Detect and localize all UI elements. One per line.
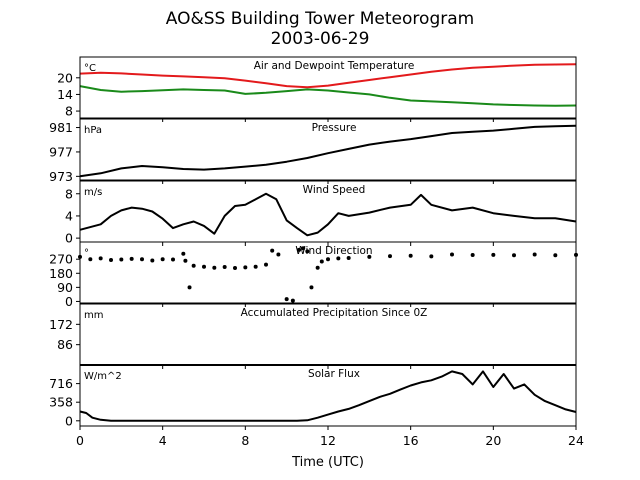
y-tick-label: 0 xyxy=(65,231,73,246)
y-tick-label: 20 xyxy=(57,70,73,85)
wind-direction-point xyxy=(290,298,295,303)
wind-direction-point xyxy=(284,297,289,302)
series-line-pressure-1 xyxy=(79,124,577,178)
wind-direction-point xyxy=(129,256,134,261)
wind-direction-point xyxy=(191,263,196,268)
wind-direction-point xyxy=(160,257,165,262)
wind-direction-point xyxy=(326,257,330,262)
wind-direction-point xyxy=(150,258,155,263)
wind-direction-point xyxy=(408,253,413,258)
x-tick-label: 12 xyxy=(320,433,336,448)
x-tick-label: 20 xyxy=(485,433,501,448)
y-tick-label: 180 xyxy=(49,266,73,281)
y-tick-label: 981 xyxy=(49,120,73,135)
wind-direction-point xyxy=(491,252,496,257)
wind-direction-point xyxy=(346,255,351,260)
y-tick-label: 977 xyxy=(49,144,73,159)
wind-direction-point xyxy=(450,252,454,257)
wind-direction-point xyxy=(276,252,281,257)
x-tick-label: 0 xyxy=(76,433,84,448)
series-line-solar-flux-1 xyxy=(79,370,577,422)
wind-direction-point xyxy=(470,252,475,257)
wind-direction-point xyxy=(171,257,175,262)
y-tick-label: 14 xyxy=(57,87,73,102)
panel-wind-speed: 0 4 8 m/s Wind Speed xyxy=(65,180,577,246)
panel-unit-label: m/s xyxy=(84,187,102,198)
wind-direction-point xyxy=(187,285,192,290)
panel-unit-label: hPa xyxy=(84,125,102,136)
wind-direction-point xyxy=(140,257,144,262)
panel-unit-label: mm xyxy=(84,310,103,321)
series-line-wind-speed-1 xyxy=(79,192,577,237)
panel-title: Wind Speed xyxy=(303,184,366,196)
panel-unit-label: W/m^2 xyxy=(84,371,122,382)
wind-direction-point xyxy=(512,253,516,258)
wind-direction-point xyxy=(315,265,320,270)
wind-direction-point xyxy=(553,253,558,258)
wind-direction-point xyxy=(367,254,372,259)
wind-direction-point xyxy=(181,251,186,256)
panel-air-and-dewpoint-temperature: 8 14 20 °C Air and Dewpoint Temperature xyxy=(57,56,577,122)
wind-direction-point xyxy=(119,257,124,262)
panel-title: Air and Dewpoint Temperature xyxy=(254,60,415,72)
y-tick-label: 8 xyxy=(65,186,73,201)
panel-solar-flux: 0 358 716 0 4 8 12 16 20 24 W/m^2 Solar Flux xyxy=(49,364,584,448)
y-tick-label: 4 xyxy=(65,208,73,223)
wind-direction-point xyxy=(202,264,206,269)
figure-title-line1: AO&SS Building Tower Meteorogram xyxy=(166,9,474,29)
wind-direction-point xyxy=(388,254,392,259)
wind-direction-point xyxy=(270,248,275,253)
wind-direction-point xyxy=(297,247,302,252)
wind-direction-point xyxy=(233,265,237,270)
wind-direction-point xyxy=(109,257,113,262)
wind-direction-point xyxy=(532,252,537,257)
wind-direction-point xyxy=(183,258,188,263)
y-tick-label: 8 xyxy=(65,104,73,119)
x-tick-label: 16 xyxy=(403,433,419,448)
y-tick-label: 86 xyxy=(57,337,73,352)
panel-title: Wind Direction xyxy=(295,245,372,257)
x-tick-label: 4 xyxy=(159,433,167,448)
y-tick-label: 0 xyxy=(65,413,73,428)
figure-title-line2: 2003-06-29 xyxy=(271,29,370,49)
x-tick-label: 8 xyxy=(241,433,249,448)
wind-direction-point xyxy=(88,257,93,262)
wind-direction-point xyxy=(243,265,248,270)
wind-direction-point xyxy=(305,249,310,254)
y-tick-label: 358 xyxy=(49,395,73,410)
y-tick-label: 270 xyxy=(49,252,73,267)
wind-direction-point xyxy=(429,254,434,259)
wind-direction-point xyxy=(319,259,324,264)
y-tick-label: 973 xyxy=(49,169,73,184)
wind-direction-point xyxy=(264,262,268,267)
wind-direction-point xyxy=(301,246,306,251)
panel-title: Pressure xyxy=(312,122,357,134)
wind-direction-point xyxy=(212,265,217,270)
wind-direction-point xyxy=(253,264,258,269)
x-tick-label: 24 xyxy=(568,433,584,448)
y-tick-label: 0 xyxy=(65,294,73,309)
panel-accumulated-precipitation-since-0z: 86 172 mm Accumulated Precipitation Since 0… xyxy=(49,303,577,369)
panel-unit-label: °C xyxy=(84,63,96,74)
series-line-air-and-dewpoint-temperature-1 xyxy=(79,63,577,89)
panel-title: Solar Flux xyxy=(308,368,360,380)
series-line-air-and-dewpoint-temperature-2 xyxy=(79,85,577,107)
wind-direction-point xyxy=(222,265,227,270)
wind-direction-point xyxy=(309,285,314,290)
y-tick-label: 90 xyxy=(57,280,73,295)
wind-direction-point xyxy=(98,256,103,261)
panel-pressure: 973 977 981 hPa Pressure xyxy=(49,118,577,184)
panel-title: Accumulated Precipitation Since 0Z xyxy=(241,307,428,319)
x-axis-label: Time (UTC) xyxy=(291,455,364,470)
wind-direction-point xyxy=(336,256,341,261)
panel-unit-label: ° xyxy=(84,248,89,259)
y-tick-label: 172 xyxy=(49,317,73,332)
y-tick-label: 716 xyxy=(49,376,73,391)
